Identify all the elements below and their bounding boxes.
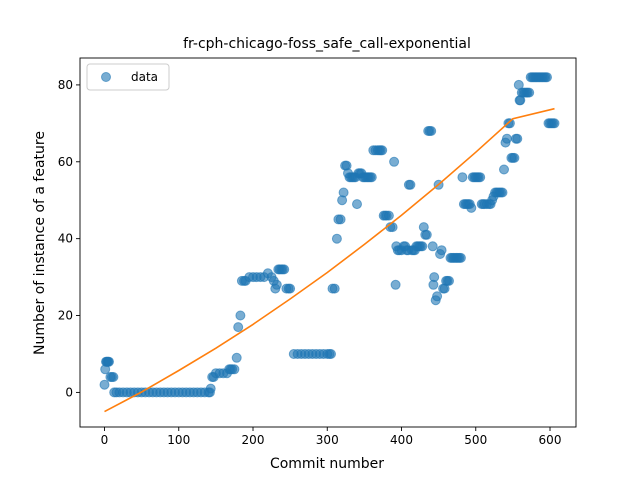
data-point xyxy=(335,214,346,225)
legend-box xyxy=(86,63,170,91)
data-point xyxy=(427,241,438,252)
data-point xyxy=(475,172,486,183)
y-tick-label: 0 xyxy=(65,385,73,399)
data-point xyxy=(426,126,437,136)
data-point xyxy=(417,241,428,252)
data-point xyxy=(331,233,342,244)
x-axis-label: Commit number xyxy=(270,456,384,472)
data-point xyxy=(457,172,468,183)
y-tick-label: 80 xyxy=(58,78,73,92)
x-tick-label: 100 xyxy=(167,433,190,447)
x-tick-label: 200 xyxy=(242,433,265,447)
data-point xyxy=(108,372,119,382)
data-point xyxy=(389,156,400,167)
fit-line xyxy=(104,107,555,413)
plot-area: 0 100 200 300 400 500 600 0 20 40 60 80 xyxy=(58,57,577,447)
x-tick-label: 400 xyxy=(390,433,413,447)
data-point xyxy=(326,349,336,359)
data-point xyxy=(405,179,416,190)
data-point xyxy=(504,118,515,129)
data-point xyxy=(279,264,290,275)
y-axis-label: Number of instance of a feature xyxy=(32,131,48,355)
data-point xyxy=(285,283,296,294)
data-point xyxy=(432,291,443,302)
data-point xyxy=(497,187,508,198)
data-point xyxy=(338,187,349,198)
legend-marker-data xyxy=(101,72,111,82)
data-points xyxy=(99,72,560,398)
data-point xyxy=(501,133,512,144)
data-point xyxy=(99,379,110,390)
data-point xyxy=(231,352,242,363)
data-point xyxy=(542,72,552,83)
data-point xyxy=(104,356,114,367)
data-point xyxy=(436,245,447,256)
x-tick-label: 500 xyxy=(464,433,487,447)
data-point xyxy=(509,152,520,163)
data-point xyxy=(383,210,394,221)
y-tick-label: 40 xyxy=(58,232,73,246)
data-point xyxy=(455,252,466,263)
chart-title: fr-cph-chicago-foss_safe_call-exponentia… xyxy=(183,36,471,52)
data-point xyxy=(205,383,216,394)
data-point xyxy=(377,145,388,156)
data-point xyxy=(329,283,340,294)
data-point xyxy=(271,279,282,290)
x-tick-label: 300 xyxy=(316,433,339,447)
data-point xyxy=(524,87,535,98)
data-point xyxy=(421,229,432,240)
data-point xyxy=(466,202,477,213)
data-point xyxy=(390,279,401,290)
y-tick-label: 60 xyxy=(58,155,73,169)
legend-label-data: data xyxy=(131,70,158,84)
data-point xyxy=(235,310,246,321)
legend: data xyxy=(86,63,170,91)
x-tick-label: 600 xyxy=(539,433,562,447)
data-point xyxy=(429,272,440,283)
data-point xyxy=(229,364,240,375)
y-tick-label: 20 xyxy=(58,309,73,323)
data-point xyxy=(444,275,454,286)
data-point xyxy=(499,164,509,175)
x-tick-label: 0 xyxy=(101,433,109,447)
axes-frame xyxy=(79,57,577,428)
data-point xyxy=(233,322,244,333)
data-point xyxy=(366,172,377,183)
data-point xyxy=(549,118,560,129)
data-point xyxy=(512,133,523,144)
data-point xyxy=(352,199,362,210)
